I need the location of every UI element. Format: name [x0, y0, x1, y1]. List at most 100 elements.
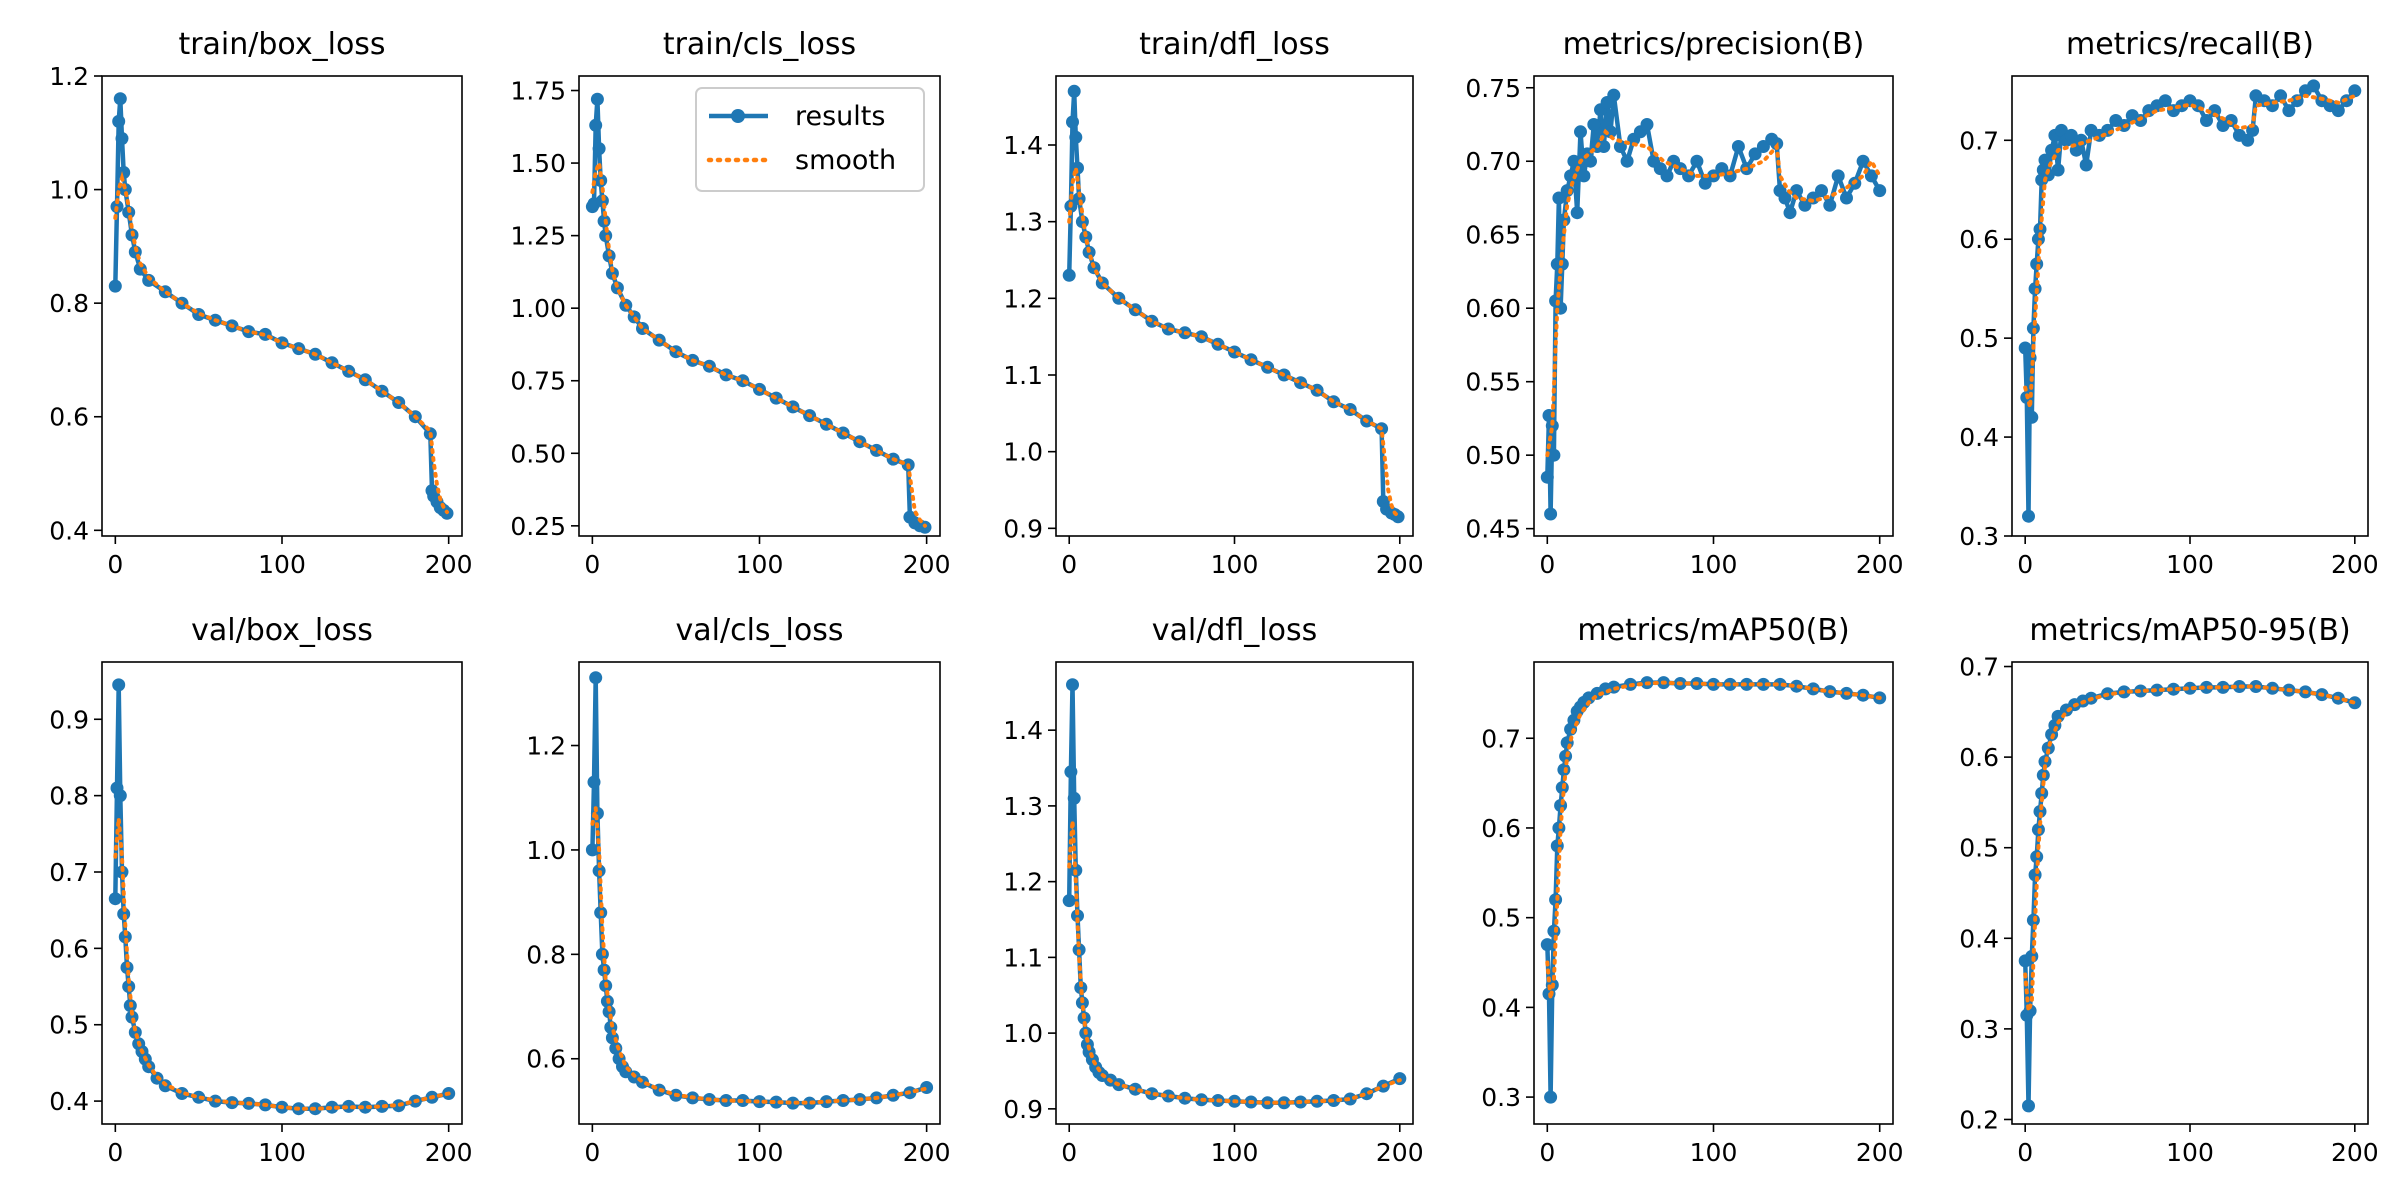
results-point [2331, 104, 2345, 118]
panel-val-box-loss: val/box_loss 0 100 200 0.4 0.5 0.6 0.7 0.8 0.9 [49, 613, 472, 1167]
results-point [325, 1100, 339, 1114]
results-point [1066, 115, 1079, 129]
results-point [2064, 128, 2078, 142]
x-tick-label: 0 [1061, 550, 1077, 579]
smooth-line [1545, 680, 1882, 999]
results-point [2208, 104, 2222, 118]
y-tick-label: 0.4 [1481, 993, 1521, 1022]
results-point [1660, 169, 1674, 183]
y-tick-label: 0.8 [49, 289, 89, 318]
y-tick-label: 0.65 [1465, 221, 1521, 250]
panel-metrics-map50-b: metrics/mAP50(B) 0 100 200 0.3 0.4 0.5 0.6 0.7 [1481, 613, 1903, 1167]
plot-area [108, 92, 454, 520]
x-tick-label: 0 [2017, 1138, 2033, 1167]
y-tick-label: 1.2 [49, 62, 89, 91]
y-tick-label: 0.7 [1959, 126, 1999, 155]
results-point [2054, 123, 2068, 137]
y-tick-label: 0.75 [1465, 74, 1521, 103]
results-point [609, 1041, 623, 1055]
panel-title: val/cls_loss [676, 613, 844, 648]
results-point [1840, 191, 1853, 205]
panel-title: metrics/mAP50-95(B) [2029, 613, 2350, 648]
y-tick-label: 0.6 [1959, 743, 1999, 772]
y-tick-label: 1.3 [1003, 792, 1043, 821]
results-point [113, 92, 127, 106]
results-point [1067, 791, 1081, 805]
y-tick-label: 0.4 [49, 516, 89, 545]
results-point [1790, 679, 1804, 693]
results-point [1343, 1092, 1357, 1106]
results-point [1864, 169, 1878, 183]
x-tick-label: 0 [584, 1138, 600, 1167]
x-tick-label: 100 [2166, 1138, 2214, 1167]
y-tick-label: 1.4 [1003, 131, 1043, 160]
results-point [2051, 163, 2065, 177]
results-point [1756, 677, 1770, 691]
results-point [1547, 924, 1561, 938]
results-point [2200, 680, 2213, 694]
smooth-line [113, 818, 451, 1111]
results-point [115, 865, 129, 879]
results-point [108, 892, 122, 906]
y-tick-label: 0.25 [510, 512, 566, 541]
y-tick-label: 0.50 [510, 439, 566, 468]
y-tick-label: 1.0 [49, 176, 89, 205]
results-point [786, 1096, 800, 1110]
results-point [1620, 154, 1634, 168]
x-tick-label: 100 [1211, 550, 1259, 579]
y-tick-label: 0.70 [1465, 147, 1521, 176]
y-tick-label: 0.8 [49, 782, 89, 811]
results-point [1062, 268, 1076, 282]
results-point [2183, 681, 2197, 695]
y-tick-label: 0.3 [1481, 1083, 1521, 1112]
x-tick-label: 200 [903, 550, 951, 579]
results-point [2274, 89, 2288, 103]
results-point [1071, 909, 1084, 923]
results-point [1145, 1087, 1159, 1101]
x-tick-label: 0 [1539, 550, 1555, 579]
results-point [1069, 130, 1083, 144]
results-point [1698, 176, 1712, 190]
results-point [2200, 114, 2213, 127]
y-tick-label: 0.45 [1465, 515, 1521, 544]
y-tick-label: 1.2 [1003, 284, 1043, 313]
smooth-line [1545, 128, 1882, 458]
smooth-line [590, 155, 927, 528]
x-tick-label: 200 [903, 1138, 951, 1167]
results-point [112, 114, 126, 128]
x-tick-label: 100 [736, 550, 784, 579]
panel-metrics-precision-b: metrics/precision(B) 0 100 200 0.45 0.50 0.55 0… [1465, 27, 1903, 579]
results-point [1778, 191, 1792, 205]
results-point [2150, 683, 2164, 697]
results-point [1823, 198, 1837, 212]
x-tick-label: 200 [425, 1138, 473, 1167]
y-tick-label: 0.9 [1003, 514, 1043, 543]
x-tick-label: 200 [425, 550, 473, 579]
results-point [1074, 981, 1088, 995]
y-tick-label: 1.0 [526, 836, 566, 865]
x-tick-label: 0 [1061, 1138, 1077, 1167]
x-tick-label: 100 [1211, 1138, 1259, 1167]
y-tick-label: 0.6 [49, 403, 89, 432]
results-point [1577, 169, 1591, 183]
y-tick-label: 0.6 [49, 934, 89, 963]
legend-smooth-label: smooth [795, 145, 896, 176]
y-tick-label: 0.4 [1959, 423, 1999, 452]
results-point [118, 183, 132, 197]
results-point [2038, 153, 2052, 167]
panel-title: train/box_loss [178, 27, 385, 62]
results-point [1574, 125, 1587, 139]
results-point [142, 273, 156, 287]
smooth-line [2023, 93, 2357, 408]
y-tick-label: 0.9 [49, 705, 89, 734]
results-point [2307, 79, 2321, 93]
results-point [1690, 154, 1704, 168]
smooth-line [1067, 167, 1401, 519]
y-tick-label: 1.50 [510, 149, 566, 178]
panel-title: metrics/mAP50(B) [1577, 613, 1849, 648]
results-point [1748, 147, 1762, 161]
results-point [1873, 184, 1887, 198]
